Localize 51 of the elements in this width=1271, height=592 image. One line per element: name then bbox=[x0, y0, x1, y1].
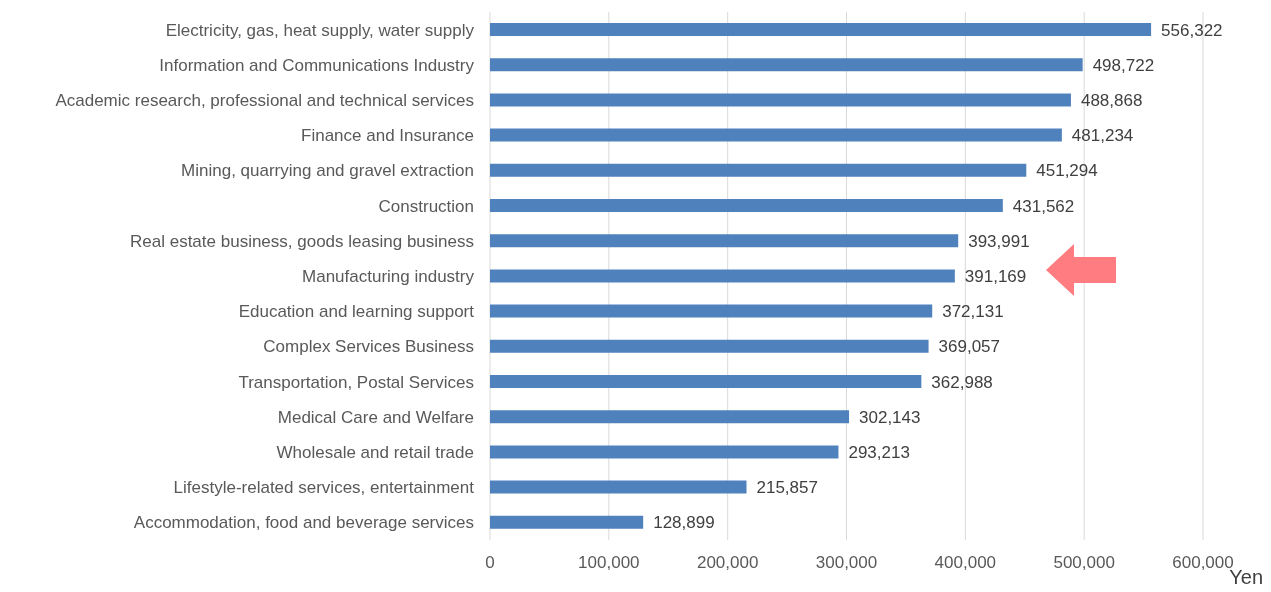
x-tick-label: 300,000 bbox=[815, 553, 878, 573]
bar bbox=[490, 480, 747, 494]
data-label: 431,562 bbox=[1012, 196, 1075, 216]
bar bbox=[490, 339, 929, 353]
y-tick-label: Manufacturing industry bbox=[302, 267, 475, 287]
data-label: 215,857 bbox=[756, 478, 818, 498]
bar bbox=[490, 199, 1003, 212]
data-label: 391,169 bbox=[964, 266, 1027, 286]
bar bbox=[490, 304, 933, 318]
bar bbox=[490, 93, 1071, 107]
y-tick-label: Wholesale and retail trade bbox=[276, 443, 474, 463]
bar bbox=[490, 58, 1083, 72]
bar bbox=[490, 163, 1027, 177]
y-tick-label: Education and learning support bbox=[238, 302, 475, 322]
data-label: 488,868 bbox=[1080, 90, 1143, 110]
data-label: 293,213 bbox=[848, 442, 910, 462]
data-label: 128,899 bbox=[653, 513, 715, 533]
bar bbox=[490, 445, 839, 459]
x-tick-label: 0 bbox=[485, 553, 495, 573]
data-label: 498,722 bbox=[1092, 55, 1155, 75]
y-tick-label: Medical Care and Welfare bbox=[277, 407, 474, 427]
data-label: 393,991 bbox=[968, 231, 1030, 251]
y-tick-label: Real estate business, goods leasing business bbox=[130, 231, 474, 251]
data-label: 369,057 bbox=[938, 337, 1001, 357]
data-label: 481,234 bbox=[1071, 126, 1134, 146]
y-tick-label: Academic research, professional and technical services bbox=[55, 91, 474, 111]
y-tick-label: Information and Communications Industry bbox=[159, 55, 475, 75]
y-tick-label: Construction bbox=[378, 196, 474, 216]
y-tick-label: Complex Services Business bbox=[263, 337, 474, 357]
y-tick-label: Mining, quarrying and gravel extraction bbox=[181, 161, 474, 181]
bar bbox=[490, 23, 1152, 36]
data-label: 302,143 bbox=[859, 407, 921, 427]
x-tick-label: 100,000 bbox=[578, 553, 640, 573]
y-tick-label: Lifestyle-related services, entertainment bbox=[173, 478, 475, 498]
data-label: 362,988 bbox=[931, 372, 993, 392]
x-tick-label: 200,000 bbox=[696, 553, 759, 573]
y-tick-label: Finance and Insurance bbox=[301, 126, 474, 146]
bar bbox=[490, 375, 922, 388]
data-label: 451,294 bbox=[1036, 161, 1098, 181]
y-tick-label: Electricity, gas, heat supply, water supply bbox=[165, 20, 475, 40]
x-tick-label: 500,000 bbox=[1053, 553, 1115, 573]
data-label: 556,322 bbox=[1161, 20, 1223, 40]
bar bbox=[490, 128, 1062, 142]
bar bbox=[490, 410, 850, 424]
data-label: 372,131 bbox=[942, 302, 1004, 322]
bar bbox=[490, 515, 644, 529]
bar bbox=[490, 269, 955, 283]
y-tick-label: Accommodation, food and beverage services bbox=[133, 513, 474, 533]
x-tick-label: 400,000 bbox=[934, 553, 997, 573]
y-tick-label: Transportation, Postal Services bbox=[238, 372, 474, 392]
bar bbox=[490, 234, 959, 248]
